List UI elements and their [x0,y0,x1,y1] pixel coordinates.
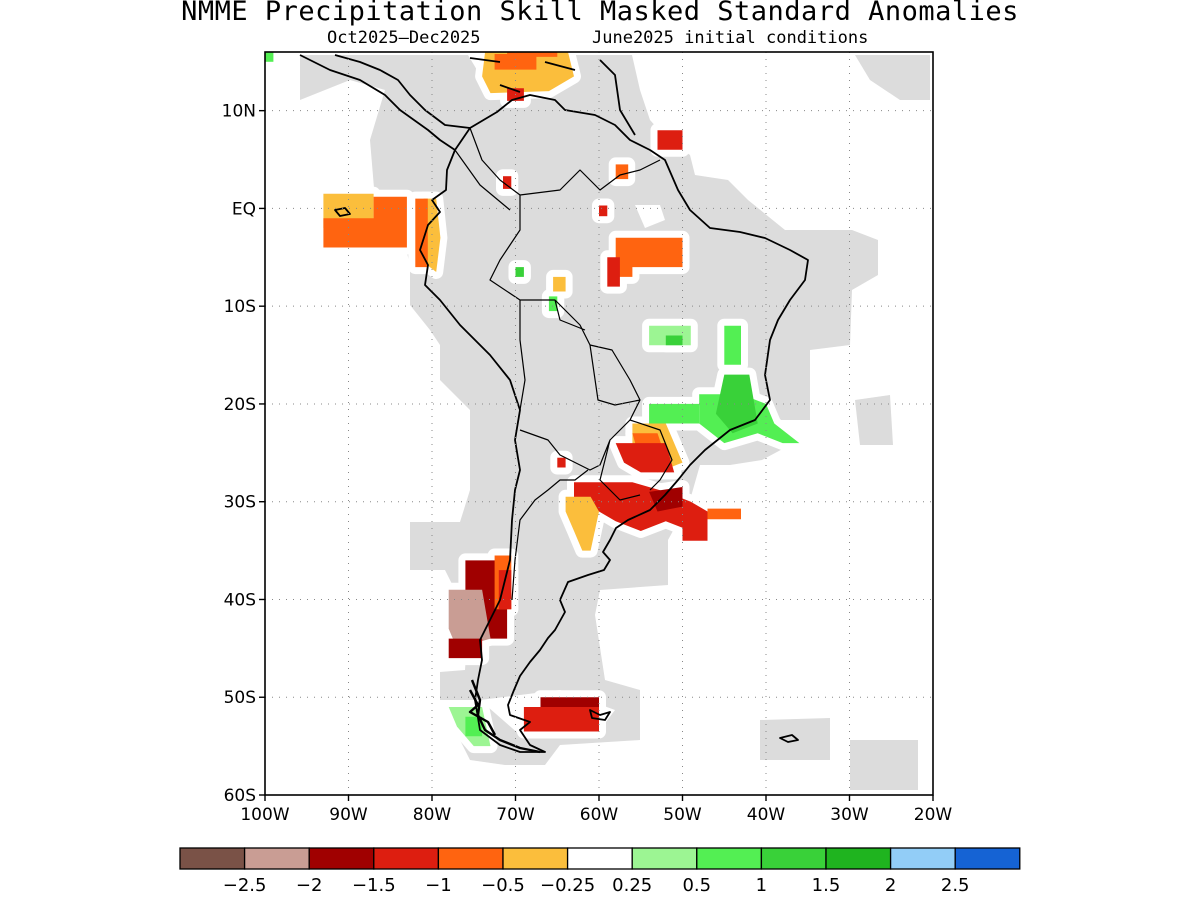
colorbar-label: 1 [756,875,767,896]
colorbar-swatch [308,847,375,870]
lon-tick-label: 80W [413,805,452,825]
masked-area [300,55,930,790]
lat-tick-label: 60S [224,786,256,806]
anomaly-region-m1 [557,457,566,468]
colorbar-swatch [502,847,569,870]
chart-title: NMME Precipitation Skill Masked Standard… [181,0,1019,27]
anomaly-region-m05 [507,52,558,57]
colorbar-label: 0.25 [612,875,652,896]
colorbar-label: 2.5 [941,875,970,896]
colorbar-swatch [825,847,892,870]
anomaly-region-p1 [665,335,683,346]
lon-tick-label: 20W [914,805,953,825]
lon-tick-label: 100W [240,805,289,825]
axis-ticks: 100W 90W 80W 70W 60W 50W 40W 30W 20W 10N EQ 10S 20S 3… [222,102,953,825]
country-borders [454,127,673,601]
forecast-period: Oct2025–Dec2025 [327,28,481,48]
coastlines [299,54,809,754]
central-america-coastline [299,54,456,151]
anomaly-region-m1 [599,205,608,217]
anomaly-region-m05 [615,237,683,277]
anomaly-region-m05 [707,508,741,520]
anomaly-region-m025 [553,276,566,292]
colorbar-swatch [373,847,440,870]
colorbar-label: −2.5 [223,875,267,896]
colorbar-label: 1.5 [812,875,841,896]
anomaly-region-p1 [515,267,524,277]
anomaly-region-m05 [323,196,407,248]
colorbar-label: 2 [885,875,896,896]
tierra-del-fuego [468,679,541,754]
anomaly-region-p05 [724,325,741,365]
lat-tick-label: 10N [222,102,256,122]
anomaly-region-p1 [715,374,758,434]
anomaly-region-m15 [649,487,683,512]
colorbar-swatch [889,847,956,870]
falkland-islands [589,709,611,721]
colorbar-swatch [760,847,827,870]
lon-tick-label: 50W [663,805,702,825]
colorbar-swatch [437,847,504,870]
anomaly-region-m2 [448,589,491,649]
lon-tick-label: 90W [329,805,368,825]
south-america-coastline [419,94,809,753]
caribbean-islands [469,57,636,136]
galapagos-islands [334,207,351,217]
lat-tick-label: 40S [224,590,256,610]
south-georgia-island [779,734,799,743]
anomaly-region-m15 [448,638,483,659]
central-america-coastline-north [334,54,471,129]
anomaly-region-m1 [574,482,708,531]
anomaly-region-m05 [415,198,428,268]
anomaly-region-p05 [265,52,274,62]
colorbar-label: 0.5 [682,875,711,896]
colorbar-swatch [243,847,310,870]
anomaly-region-m1 [523,707,599,732]
colorbar: −2.5 −2 −1.5 −1 −0.5 −0.25 0.25 0.5 1 1.5 2 2.5 [179,847,1021,896]
colorbar-swatch [954,847,1021,870]
lat-tick-label: 30S [224,493,256,513]
colorbar-label: −2 [296,875,323,896]
anomaly-region-m1 [498,570,512,610]
anomaly-region-p05 [649,403,700,424]
colorbar-swatch [566,847,633,870]
colorbar-label: −0.5 [481,875,525,896]
anomaly-region-m1 [607,257,620,287]
anomaly-region-m1 [503,176,512,189]
anomaly-region-m1 [657,130,683,150]
lon-tick-label: 60W [580,805,619,825]
lat-tick-label: 20S [224,395,256,415]
lat-tick-label: 50S [224,688,256,708]
anomaly-region-m1 [615,443,675,473]
lon-tick-label: 70W [496,805,535,825]
grid-lines [265,52,933,795]
colorbar-swatch [696,847,763,870]
colorbar-label: −1 [425,875,452,896]
lon-tick-label: 40W [747,805,786,825]
lat-tick-label: 10S [224,297,256,317]
anomaly-region-m025 [565,496,599,551]
colorbar-label: −1.5 [352,875,396,896]
colorbar-swatch [179,847,246,870]
initial-conditions: June2025 initial conditions [592,28,869,48]
lat-tick-label: EQ [232,199,256,219]
anomaly-region-m05 [494,54,537,70]
lon-tick-label: 30W [830,805,869,825]
colorbar-swatch [631,847,698,870]
anomaly-region-m1 [682,511,708,541]
colorbar-label: −0.25 [540,875,595,896]
